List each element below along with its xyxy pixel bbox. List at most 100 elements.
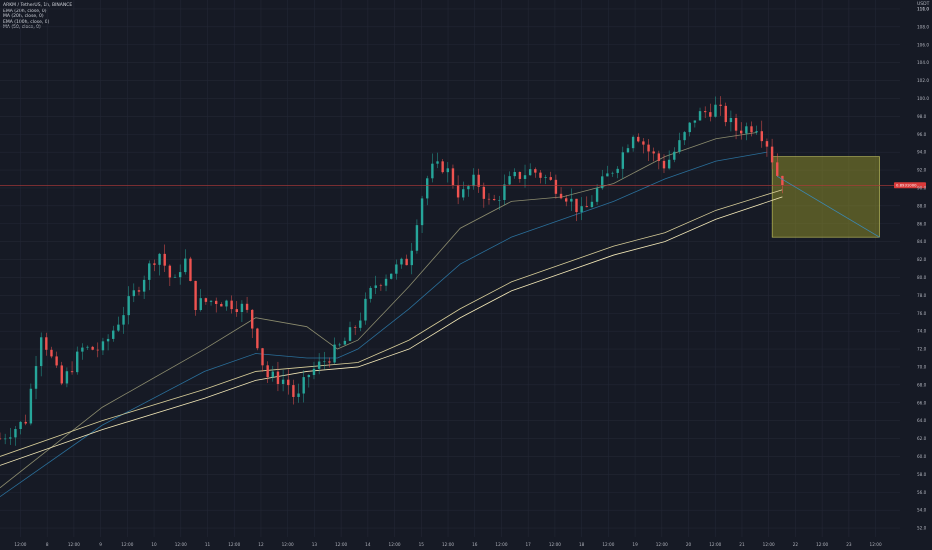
time-tick-label: 10 xyxy=(151,542,157,547)
time-tick-label: 21 xyxy=(739,542,745,547)
price-tick-label: 52.0 xyxy=(917,526,927,531)
price-tick-label: 106.0 xyxy=(917,42,929,47)
candle-body xyxy=(333,344,336,363)
candle-body xyxy=(621,152,625,169)
candle-body xyxy=(647,144,650,152)
candle-body xyxy=(96,349,99,351)
projection-line[interactable] xyxy=(777,175,880,238)
candle-body xyxy=(688,122,691,133)
candle-body xyxy=(590,201,594,208)
candle-body xyxy=(0,438,2,440)
candle-body xyxy=(405,258,408,266)
candle-body xyxy=(709,112,712,117)
price-tick-label: 90.0 xyxy=(917,185,927,190)
candle-body xyxy=(606,173,609,177)
candle-body xyxy=(441,161,444,173)
time-tick-label: 9 xyxy=(99,542,102,547)
time-tick-label: 12:00 xyxy=(656,542,668,547)
price-tick-label: 78.0 xyxy=(917,293,927,298)
time-tick-label: 8 xyxy=(46,542,49,547)
candle-body xyxy=(601,176,604,189)
candle-body xyxy=(19,421,22,430)
candle-body xyxy=(487,198,491,200)
candle-body xyxy=(420,198,424,226)
candle-body xyxy=(158,253,161,265)
candle-body xyxy=(570,198,573,202)
candle-body xyxy=(359,320,362,328)
candle-body xyxy=(251,309,254,329)
candle-body xyxy=(142,279,146,292)
time-tick-label: 12:00 xyxy=(68,542,80,547)
price-tick-label: 64.0 xyxy=(917,418,927,423)
candle-body xyxy=(235,309,238,313)
candle-body xyxy=(266,365,269,378)
candle-body xyxy=(292,385,295,397)
position-box[interactable] xyxy=(771,156,880,238)
price-tick-label: 68.0 xyxy=(917,382,927,387)
candle-body xyxy=(39,337,43,367)
candle-body xyxy=(3,438,7,440)
candle-body xyxy=(132,290,136,297)
time-tick-label: 12:00 xyxy=(389,542,401,547)
price-tick-label: 102.0 xyxy=(917,78,929,83)
ma-line-1 xyxy=(0,151,768,498)
candle-body xyxy=(513,171,516,177)
time-tick-label: 12:00 xyxy=(709,542,721,547)
price-tick-label: 84.0 xyxy=(917,239,927,244)
candle-body xyxy=(611,172,614,174)
price-tick-label: 98.0 xyxy=(917,114,927,119)
candle-body xyxy=(595,188,599,202)
candle-body xyxy=(307,374,311,378)
price-tick-label: 96.0 xyxy=(917,132,927,137)
candle-body xyxy=(559,193,563,199)
candle-body xyxy=(81,347,84,352)
candle-body xyxy=(178,272,182,278)
ma-line-3 xyxy=(0,189,783,457)
candle-body xyxy=(317,361,321,369)
price-tick-label: 108.0 xyxy=(917,24,929,29)
candle-body xyxy=(338,344,341,346)
candle-body xyxy=(755,131,758,133)
candle-body xyxy=(106,338,110,342)
candle-body xyxy=(323,361,326,363)
candle-body xyxy=(173,277,177,278)
time-tick-label: 12:00 xyxy=(282,542,294,547)
candle-body xyxy=(765,141,769,147)
time-tick-label: 17 xyxy=(526,542,532,547)
candle-body xyxy=(719,104,722,106)
candle-body xyxy=(642,141,645,145)
time-axis: 12:00 8 12:00 9 12:00 10 12:00 11 12:00 12 12:00 13… xyxy=(14,542,882,547)
candle-body xyxy=(184,258,187,273)
candle-body xyxy=(261,348,264,366)
time-tick-label: 22 xyxy=(793,542,799,547)
candle-body xyxy=(302,377,305,394)
candle-body xyxy=(518,171,522,179)
candle-body xyxy=(637,136,640,142)
candle-body xyxy=(389,273,393,279)
candle-body xyxy=(101,341,105,351)
candle-body xyxy=(729,117,733,123)
candle-body xyxy=(384,278,388,286)
candle-body xyxy=(312,368,316,375)
candle-body xyxy=(776,162,779,176)
candle-body xyxy=(667,159,671,169)
ma-line-2 xyxy=(0,196,783,466)
candle-body xyxy=(204,298,208,302)
time-tick-label: 12:00 xyxy=(14,542,26,547)
time-tick-label: 12:00 xyxy=(602,542,614,547)
price-tick-label: 62.0 xyxy=(917,436,927,441)
candle-body xyxy=(456,185,460,198)
candle-body xyxy=(271,371,275,378)
time-tick-label: 18 xyxy=(579,542,585,547)
price-tick-label: 82.0 xyxy=(917,257,927,262)
candle-body xyxy=(745,126,748,134)
price-tick-label: 92.0 xyxy=(917,168,927,173)
candle-body xyxy=(415,225,419,251)
candle-body xyxy=(400,258,403,265)
candle-body xyxy=(652,151,655,154)
candle-body xyxy=(477,174,480,187)
candle-body xyxy=(678,140,681,152)
candle-body xyxy=(276,371,280,384)
candle-body xyxy=(127,296,130,316)
